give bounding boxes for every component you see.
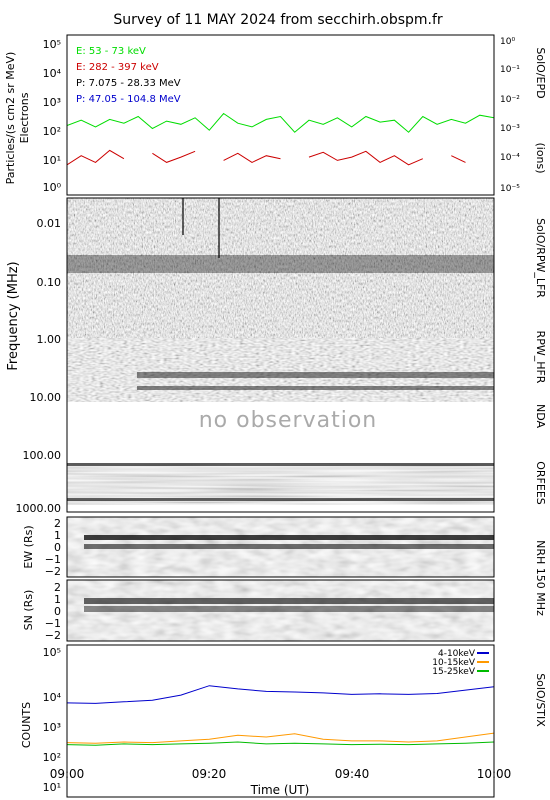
epd-ylabel-electrons: Electrons — [18, 92, 31, 143]
nrh-sn-tick: 1 — [54, 593, 61, 606]
radio-tick: 0.10 — [37, 276, 62, 289]
epd-legend-p1: P: 7.075 - 28.33 MeV — [76, 78, 181, 89]
lfr-instrument-label: SolO/RPW_LFR — [534, 218, 547, 298]
nrh-ew-tick: −1 — [45, 553, 61, 566]
epd-instrument-label: SolO/EPD — [534, 47, 547, 98]
epd-series-line-1 — [67, 149, 125, 166]
epd-series-line-1 — [152, 150, 196, 163]
stix-instrument-label: SolO/STIX — [534, 673, 547, 727]
stix-ylabel: COUNTS — [20, 702, 33, 748]
radio-tick: 1.00 — [37, 333, 62, 346]
epd-series-line-0 — [67, 112, 494, 133]
stix-plot-area — [67, 645, 494, 797]
epd-right-tick: 10⁻⁵ — [500, 184, 520, 194]
stix-series-line-1 — [67, 732, 494, 744]
epd-right-tick: 10⁰ — [500, 37, 515, 47]
nrh-ew-tick: 0 — [54, 541, 61, 554]
nrh-ew-tick: 1 — [54, 529, 61, 542]
epd-left-tick: 10¹ — [43, 154, 61, 167]
nrh-instrument-label: NRH 150 MHz — [534, 540, 547, 616]
radio-tick: 1000.00 — [16, 502, 62, 515]
epd-right-tick: 10⁻³ — [500, 124, 520, 134]
epd-right-tick: 10⁻⁴ — [500, 153, 520, 163]
orfees-instrument-label: ORFEES — [534, 461, 547, 505]
nda-instrument-label: NDA — [534, 404, 547, 429]
x-axis: 09:00 09:20 09:40 10:00 Time (UT) — [50, 767, 512, 797]
hfr-spectrogram — [67, 338, 494, 402]
nrh-sn-map — [67, 580, 494, 641]
nrh-ew-label: EW (Rs) — [22, 525, 35, 568]
epd-left-tick: 10⁵ — [43, 38, 61, 51]
radio-tick: 100.00 — [23, 449, 62, 462]
epd-plot-area — [67, 35, 494, 195]
nrh-ew-tick: 2 — [54, 517, 61, 530]
stix-legend-10-15: 10-15keV — [432, 658, 476, 668]
stix-tick: 10² — [43, 751, 61, 764]
stix-tick: 10⁵ — [43, 646, 61, 659]
epd-left-tick: 10⁴ — [43, 67, 62, 80]
radio-tick: 10.00 — [30, 391, 62, 404]
stix-legend-15-25: 15-25keV — [432, 667, 476, 677]
nrh-sn-tick: 0 — [54, 605, 61, 618]
radio-tick: 0.01 — [37, 217, 62, 230]
epd-panel: 10⁰ 10¹ 10² 10³ 10⁴ 10⁵ 10⁻⁵ 10⁻⁴ 10⁻³ 1… — [4, 34, 547, 196]
nrh-sn-tick: −2 — [45, 629, 61, 642]
x-tick-label: 10:00 — [477, 767, 512, 781]
stix-panel: 10¹ 10² 10³ 10⁴ 10⁵ 4-10keV 10-15keV 15-… — [20, 644, 547, 798]
epd-legend-p2: P: 47.05 - 104.8 MeV — [76, 94, 181, 105]
nrh-sn-tick: 2 — [54, 581, 61, 594]
x-tick-label: 09:00 — [50, 767, 85, 781]
no-observation-label: no observation — [199, 408, 378, 433]
figure-title: Survey of 11 MAY 2024 from secchirh.obsp… — [113, 12, 443, 28]
nda-empty-area — [67, 402, 494, 460]
epd-series-line-1 — [223, 152, 281, 163]
nrh-panel: 2 1 0 −1 −2 2 1 0 −1 −2 EW (Rs) SN (Rs) … — [22, 516, 547, 642]
epd-series-line-1 — [451, 155, 466, 163]
stix-series-line-0 — [67, 685, 494, 704]
x-tick-label: 09:40 — [335, 767, 370, 781]
epd-left-tick: 10³ — [43, 96, 61, 109]
epd-left-tick: 10² — [43, 125, 61, 138]
nrh-ew-tick: −2 — [45, 565, 61, 578]
stix-series-line-2 — [67, 741, 494, 746]
epd-right-tick: 10⁻² — [500, 95, 520, 105]
stix-legend-4-10: 4-10keV — [438, 649, 476, 659]
epd-left-tick: 10⁰ — [43, 181, 62, 194]
radio-panel: no observation 0.01 0.10 1.00 10.00 100.… — [6, 197, 547, 515]
stix-tick: 10¹ — [43, 781, 61, 794]
radio-ylabel: Frequency (MHz) — [6, 261, 21, 370]
epd-ylabel: Particles/(s cm2 sr MeV) — [4, 52, 17, 185]
x-axis-label: Time (UT) — [250, 783, 310, 797]
epd-legend-e1: E: 53 - 73 keV — [76, 46, 146, 57]
lfr-spectrogram — [67, 198, 494, 338]
nrh-sn-tick: −1 — [45, 617, 61, 630]
hfr-instrument-label: RPW_HFR — [534, 331, 547, 384]
nrh-sn-label: SN (Rs) — [22, 590, 35, 631]
stix-tick: 10³ — [43, 721, 61, 734]
epd-right-tick: 10⁻¹ — [500, 65, 520, 75]
epd-legend-e2: E: 282 - 397 keV — [76, 62, 159, 73]
stix-tick: 10⁴ — [43, 691, 62, 704]
epd-ions-label: (ions) — [534, 142, 547, 173]
epd-series-line-1 — [308, 150, 423, 166]
x-tick-label: 09:20 — [192, 767, 227, 781]
